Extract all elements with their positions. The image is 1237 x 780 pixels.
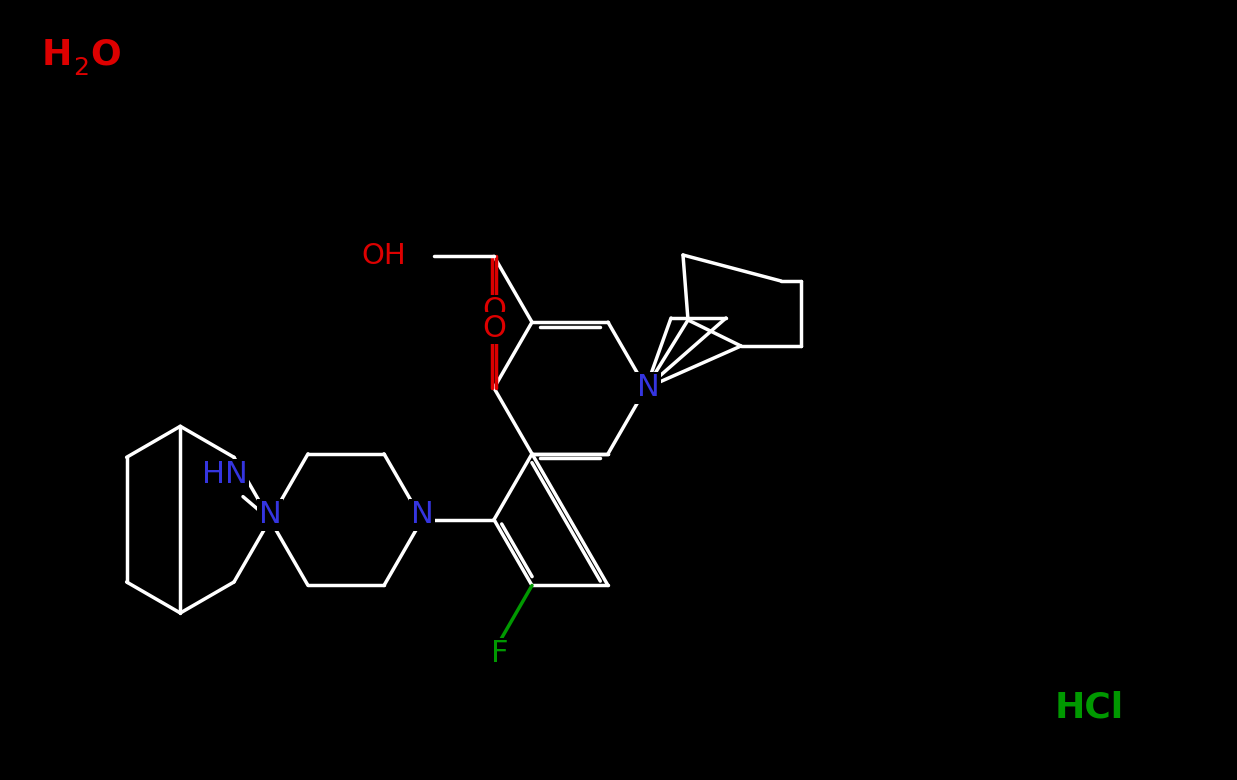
Text: OH: OH xyxy=(361,243,406,271)
Text: F: F xyxy=(491,640,508,668)
Text: HCl: HCl xyxy=(1055,691,1124,725)
Text: HN: HN xyxy=(202,460,247,489)
Text: O: O xyxy=(482,314,506,343)
Text: H: H xyxy=(42,38,73,72)
Text: O: O xyxy=(482,296,506,325)
Text: N: N xyxy=(259,500,281,529)
Text: N: N xyxy=(637,374,659,402)
Text: O: O xyxy=(90,38,121,72)
Text: 2: 2 xyxy=(73,56,89,80)
Text: N: N xyxy=(411,500,433,529)
